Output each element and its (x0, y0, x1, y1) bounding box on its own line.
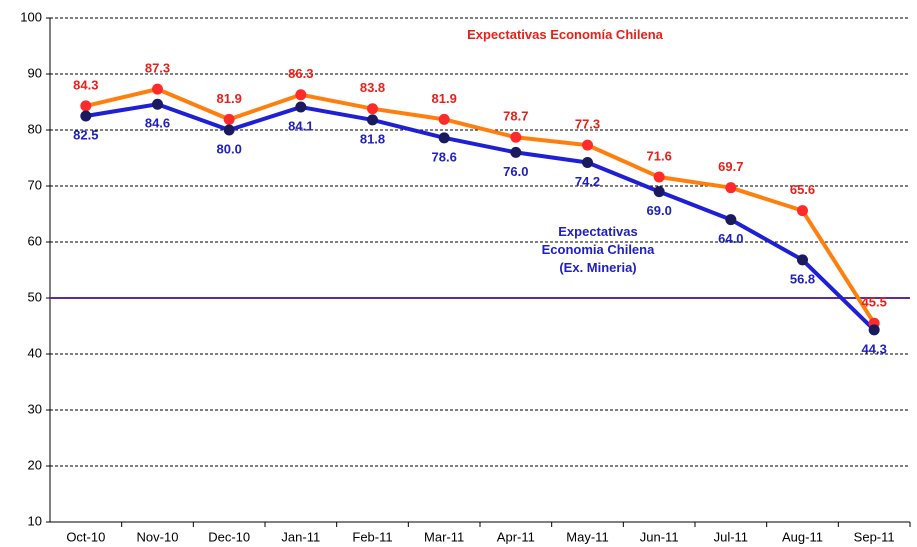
series-label: Expectativas Economía Chilena (467, 27, 663, 42)
data-label: 81.9 (432, 91, 457, 106)
marker (295, 101, 307, 113)
series-line (85, 102, 876, 332)
data-label: 78.7 (503, 109, 528, 124)
data-label: 84.6 (145, 116, 170, 131)
data-label: 69.7 (718, 159, 743, 174)
x-tick-label: Jul-11 (714, 529, 748, 544)
data-label: 84.1 (288, 118, 313, 133)
x-tick-label: Nov-10 (137, 529, 179, 544)
data-label: 44.3 (862, 341, 887, 356)
data-label: 76.0 (503, 164, 528, 179)
data-label: 84.3 (73, 77, 98, 92)
data-label: 65.6 (790, 182, 815, 197)
x-tick-label: Apr-11 (497, 529, 535, 544)
data-label: 87.3 (145, 61, 170, 76)
y-tick-label: 80 (28, 121, 42, 136)
y-tick-label: 20 (28, 457, 42, 472)
marker (797, 205, 808, 217)
marker (295, 89, 307, 101)
data-label: 81.8 (360, 131, 385, 146)
data-label: 80.0 (217, 141, 242, 156)
data-label: 64.0 (718, 231, 743, 246)
marker (223, 113, 235, 125)
y-tick-label: 60 (28, 233, 42, 248)
marker (80, 100, 92, 112)
data-label: 77.3 (575, 117, 600, 132)
y-tick-label: 10 (28, 513, 42, 528)
x-tick-label: May-11 (566, 529, 608, 544)
x-tick-label: Oct-10 (66, 529, 105, 544)
y-tick-label: 30 (28, 401, 42, 416)
marker (868, 324, 880, 336)
marker (367, 114, 378, 126)
x-tick-label: Sep-11 (854, 529, 895, 544)
marker (653, 171, 665, 183)
data-label: 82.5 (73, 127, 98, 142)
marker (152, 83, 163, 95)
x-tick-label: Jan-11 (281, 529, 320, 544)
data-label: 71.6 (647, 148, 672, 163)
x-tick-label: Aug-11 (782, 529, 823, 544)
data-label: 86.3 (288, 66, 313, 81)
marker (80, 110, 92, 122)
y-tick-label: 70 (28, 177, 42, 192)
series-label: Expectativas Economia Chilena (Ex. Miner… (541, 224, 655, 275)
x-tick-label: Feb-11 (352, 529, 392, 544)
data-label: 83.8 (360, 80, 385, 95)
data-label: 74.2 (575, 174, 600, 189)
marker (725, 182, 737, 194)
series-line (85, 87, 876, 325)
data-label: 56.8 (790, 271, 815, 286)
data-label: 45.5 (862, 295, 887, 310)
x-tick-label: Mar-11 (424, 529, 464, 544)
y-tick-label: 50 (28, 289, 42, 304)
y-tick-label: 90 (28, 65, 42, 80)
marker (510, 146, 522, 158)
data-label: 69.0 (647, 203, 672, 218)
data-label: 81.9 (217, 91, 242, 106)
data-label: 78.6 (432, 149, 457, 164)
x-tick-label: Jun-11 (640, 529, 679, 544)
marker (438, 132, 450, 144)
y-tick-label: 40 (28, 345, 42, 360)
marker (582, 139, 593, 151)
marker (438, 113, 450, 125)
marker (797, 254, 808, 266)
marker (223, 124, 235, 136)
marker (653, 186, 665, 198)
marker (582, 156, 593, 168)
marker (510, 131, 522, 143)
marker (152, 98, 163, 110)
marker (725, 214, 737, 226)
x-tick-label: Dec-10 (208, 529, 250, 544)
y-tick-label: 100 (20, 9, 42, 24)
marker (367, 103, 378, 115)
